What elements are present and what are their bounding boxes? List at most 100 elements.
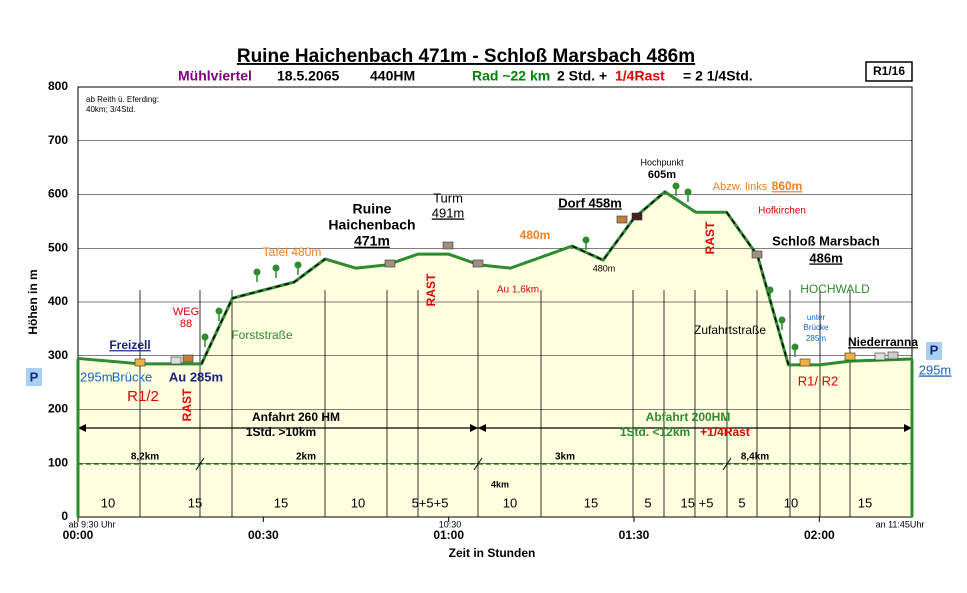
tree <box>253 268 261 276</box>
house <box>182 354 194 363</box>
x-tick-label: 01:30 <box>619 528 650 542</box>
annotation: 1Std. <12km <box>620 425 690 439</box>
segment-time: 15 +5 <box>681 495 714 510</box>
annotation: RAST <box>180 388 194 421</box>
y-tick-label: 100 <box>48 455 68 469</box>
annotation: Turm <box>433 190 463 205</box>
annotation: Hofkirchen <box>758 206 806 217</box>
area <box>78 191 912 517</box>
tree <box>684 188 692 196</box>
annotation: Forststraße <box>231 328 293 342</box>
annotation: Niederranna <box>848 335 918 349</box>
annotation: 295m <box>919 362 952 377</box>
annotation: RAST <box>424 273 438 306</box>
annotation: P <box>30 369 39 384</box>
y-tick-label: 0 <box>61 509 68 523</box>
y-tick-label: 700 <box>48 133 68 147</box>
annotation: Ruine <box>353 201 392 217</box>
segment-time: 15 <box>858 495 872 510</box>
annotation: Hochpunkt <box>640 157 684 167</box>
annotation: 480m <box>593 263 616 273</box>
house <box>442 241 454 250</box>
annotation: Anfahrt 260 HM <box>252 410 340 424</box>
segment-time: 15 <box>274 495 288 510</box>
subtitle-part: 2 Std. + <box>557 68 607 84</box>
x-axis-label: Zeit in Stunden <box>449 546 536 560</box>
parking-badge <box>926 342 942 360</box>
y-tick-label: 800 <box>48 79 68 93</box>
chart-title: Ruine Haichenbach 471m - Schloß Marsbach… <box>237 46 695 67</box>
annotation: 8,4km <box>741 452 769 463</box>
house <box>874 352 886 361</box>
tree <box>582 236 590 244</box>
x-tick-label: 02:00 <box>804 528 835 542</box>
house <box>751 250 763 259</box>
segment-time: 10 <box>784 495 798 510</box>
annotation: unter <box>807 313 826 322</box>
house <box>616 215 628 224</box>
house <box>170 356 182 365</box>
segment-time: 5 <box>644 495 651 510</box>
annotation: Au 285m <box>169 369 223 384</box>
y-tick-label: 300 <box>48 348 68 362</box>
distance-mark <box>473 457 483 471</box>
annotation: 10:30 <box>439 519 462 529</box>
annotation: 480m <box>520 228 551 242</box>
tree <box>766 286 774 294</box>
annotation: ab Reith ü. Eferding: <box>86 95 159 104</box>
annotation: Zufahrtstraße <box>694 323 766 337</box>
annotation: 40km; 3/4Std. <box>86 105 135 114</box>
distance-mark <box>195 457 205 471</box>
tree <box>215 307 223 315</box>
parking-badge <box>26 368 42 386</box>
annotation: 605m <box>648 169 676 181</box>
annotation: 1Std. >10km <box>246 425 316 439</box>
tree <box>791 343 799 351</box>
climb-dash <box>200 258 326 365</box>
annotation: 8,2km <box>131 452 159 463</box>
subtitle-part: 18.5.2065 <box>277 68 339 84</box>
segment-time: 5+5+5 <box>412 495 449 510</box>
x-tick-label: 01:00 <box>433 528 464 542</box>
annotation: R1/ R2 <box>798 373 838 388</box>
house <box>844 352 856 361</box>
annotation: WEG <box>173 306 199 318</box>
subtitle-part: = 2 1/4Std. <box>683 68 753 84</box>
annotation: 295m <box>80 369 113 384</box>
x-tick-label: 00:30 <box>248 528 279 542</box>
annotation: P <box>930 342 939 357</box>
plot-frame <box>77 86 913 518</box>
subtitle-part: 1/4Rast <box>615 68 665 84</box>
distance-mark <box>722 457 732 471</box>
x-tick-label: 00:00 <box>63 528 94 542</box>
tree <box>294 261 302 269</box>
tree <box>272 264 280 272</box>
annotation: 491m <box>432 205 465 220</box>
annotation: RAST <box>703 221 717 254</box>
annotation: 471m <box>354 233 390 249</box>
tree <box>672 182 680 190</box>
code-box <box>865 61 913 82</box>
annotation: HOCHWALD <box>800 282 870 296</box>
annotation: Brücke <box>804 323 829 332</box>
descent-dash <box>726 211 790 366</box>
annotation: +1/4Rast <box>700 425 750 439</box>
annotation: Brücke <box>112 369 152 384</box>
subtitle-part: Mühlviertel <box>178 68 252 84</box>
y-tick-label: 600 <box>48 187 68 201</box>
annotation: Abfahrt 200HM <box>646 410 731 424</box>
annotation: Dorf 458m <box>558 195 622 210</box>
annotation: Freizell <box>109 338 150 352</box>
y-axis-label: Höhen in m <box>26 269 40 334</box>
annotation: 3km <box>555 452 575 463</box>
house <box>384 259 396 268</box>
annotation: 860m <box>772 179 803 193</box>
annotation: Au 1,6km <box>497 285 539 296</box>
annotation: 4km <box>491 479 509 489</box>
annotation: Schloß Marsbach <box>772 233 880 248</box>
code: R1/16 <box>873 64 905 78</box>
y-tick-label: 400 <box>48 294 68 308</box>
y-tick-label: 200 <box>48 402 68 416</box>
annotation: Haichenbach <box>328 217 415 233</box>
